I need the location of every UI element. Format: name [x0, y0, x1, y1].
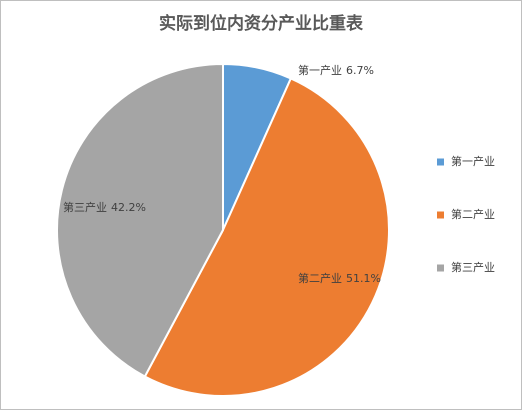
chart-title: 实际到位内资分产业比重表 — [159, 13, 364, 34]
pie-slice — [56, 62, 224, 378]
data-label-category: 第一产业 — [298, 63, 342, 77]
legend-swatch — [437, 158, 444, 166]
data-label-category: 第三产业 — [63, 200, 107, 214]
data-label-category: 第二产业 — [298, 271, 342, 285]
legend-label: 第一产业 — [451, 154, 495, 168]
pie-slice — [143, 77, 390, 397]
data-label-value: 6.7% — [346, 64, 374, 77]
legend-swatch — [437, 211, 444, 219]
data-label: 第二产业 51.1% — [298, 271, 381, 285]
legend-label: 第三产业 — [451, 260, 495, 274]
data-label: 第一产业 6.7% — [298, 63, 374, 77]
data-label-value: 42.2% — [111, 201, 146, 214]
legend-swatch — [437, 264, 444, 272]
legend-label: 第二产业 — [451, 207, 495, 221]
data-label: 第三产业 42.2% — [63, 200, 146, 214]
data-label-value: 51.1% — [346, 272, 381, 285]
